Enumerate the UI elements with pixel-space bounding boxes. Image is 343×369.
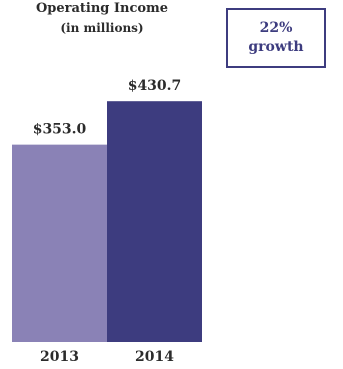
growth-percent: 22% (259, 20, 293, 36)
chart-subtitle: (in millions) (60, 21, 143, 35)
tick-label-2014: 2014 (135, 349, 174, 365)
data-label-2014: $430.7 (128, 78, 182, 94)
tick-label-2013: 2013 (40, 349, 79, 365)
chart-title: Operating Income (36, 1, 168, 16)
bars-group: $353.0 2013 $430.7 2014 (12, 78, 202, 365)
bar-2013 (12, 144, 107, 342)
bar-2014 (107, 101, 202, 342)
growth-label: growth (248, 39, 304, 55)
growth-callout: 22% growth (226, 8, 326, 68)
data-label-2013: $353.0 (33, 122, 87, 138)
